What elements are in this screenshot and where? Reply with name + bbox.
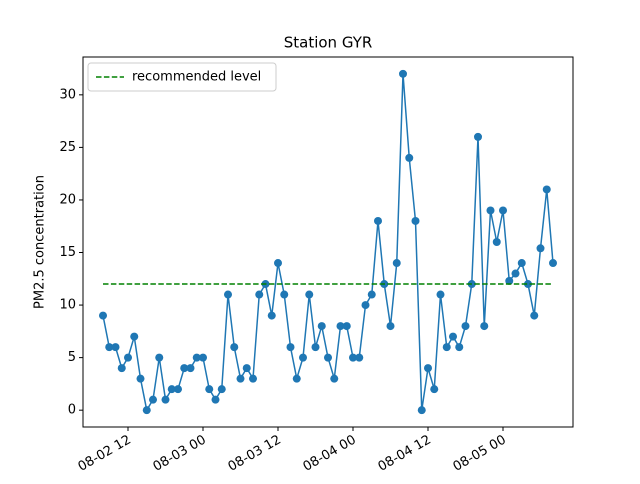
data-point xyxy=(217,385,226,394)
data-point xyxy=(517,259,526,268)
data-point xyxy=(511,269,520,278)
data-point xyxy=(442,343,451,352)
y-tick-label: 25 xyxy=(59,140,76,155)
data-point xyxy=(255,290,264,299)
data-point xyxy=(111,343,120,352)
data-point xyxy=(167,385,176,394)
data-point xyxy=(249,374,257,383)
data-point xyxy=(205,385,214,394)
data-point xyxy=(349,353,357,362)
data-point xyxy=(399,69,407,78)
data-point xyxy=(286,343,295,352)
data-point xyxy=(180,364,189,373)
data-point xyxy=(374,216,382,225)
data-point xyxy=(430,385,439,394)
data-point xyxy=(480,322,489,331)
data-point xyxy=(474,132,482,141)
chart-title: Station GYR xyxy=(284,34,373,52)
y-tick-label: 0 xyxy=(68,403,76,418)
data-point xyxy=(536,244,545,253)
data-point xyxy=(99,311,107,320)
data-point xyxy=(486,206,495,215)
data-point xyxy=(436,290,445,299)
data-point xyxy=(136,374,145,383)
data-point xyxy=(492,238,501,246)
y-tick-label: 5 xyxy=(68,350,76,365)
y-axis-label: PM2.5 concentration xyxy=(33,175,48,309)
data-point xyxy=(192,353,201,362)
data-point xyxy=(124,353,132,362)
y-tick-label: 30 xyxy=(59,87,76,102)
data-point xyxy=(361,301,370,310)
data-point xyxy=(367,290,376,299)
data-point xyxy=(330,374,339,383)
data-point xyxy=(149,395,157,404)
data-point xyxy=(130,332,139,341)
legend-label: recommended level xyxy=(132,70,261,85)
data-point xyxy=(230,343,239,352)
data-point xyxy=(299,353,307,362)
data-point xyxy=(549,259,557,268)
data-point xyxy=(342,322,351,331)
data-point xyxy=(386,322,395,331)
data-point xyxy=(155,353,164,362)
data-point xyxy=(542,185,551,194)
data-point xyxy=(174,385,182,394)
data-point xyxy=(199,353,207,362)
data-point xyxy=(530,311,539,320)
data-point xyxy=(292,374,301,383)
data-point xyxy=(405,153,414,162)
data-point xyxy=(211,395,220,404)
data-point xyxy=(417,406,426,415)
plot-frame xyxy=(82,56,574,428)
data-point xyxy=(455,343,464,352)
data-point xyxy=(161,395,170,404)
data-point xyxy=(324,353,332,362)
data-point xyxy=(305,290,314,299)
data-point xyxy=(267,311,276,320)
data-point xyxy=(424,364,432,373)
y-tick-label: 10 xyxy=(59,298,76,313)
data-point xyxy=(411,216,420,225)
y-tick-label: 15 xyxy=(59,245,76,260)
data-point xyxy=(105,343,114,352)
data-point xyxy=(274,259,282,268)
data-point xyxy=(524,280,532,289)
data-point xyxy=(311,343,320,352)
data-point xyxy=(355,353,364,362)
data-point xyxy=(117,364,126,373)
data-point xyxy=(224,290,232,299)
y-tick-label: 20 xyxy=(59,192,76,207)
data-point xyxy=(499,206,507,215)
data-point xyxy=(317,322,326,331)
data-point xyxy=(242,364,251,373)
data-point xyxy=(236,374,245,383)
data-point xyxy=(336,322,345,331)
data-point xyxy=(449,332,457,341)
data-point xyxy=(186,364,195,373)
data-point xyxy=(461,322,470,331)
data-point xyxy=(280,290,289,299)
data-point xyxy=(392,259,401,268)
legend-box xyxy=(87,62,277,92)
data-point xyxy=(505,276,514,285)
data-point xyxy=(142,406,151,415)
